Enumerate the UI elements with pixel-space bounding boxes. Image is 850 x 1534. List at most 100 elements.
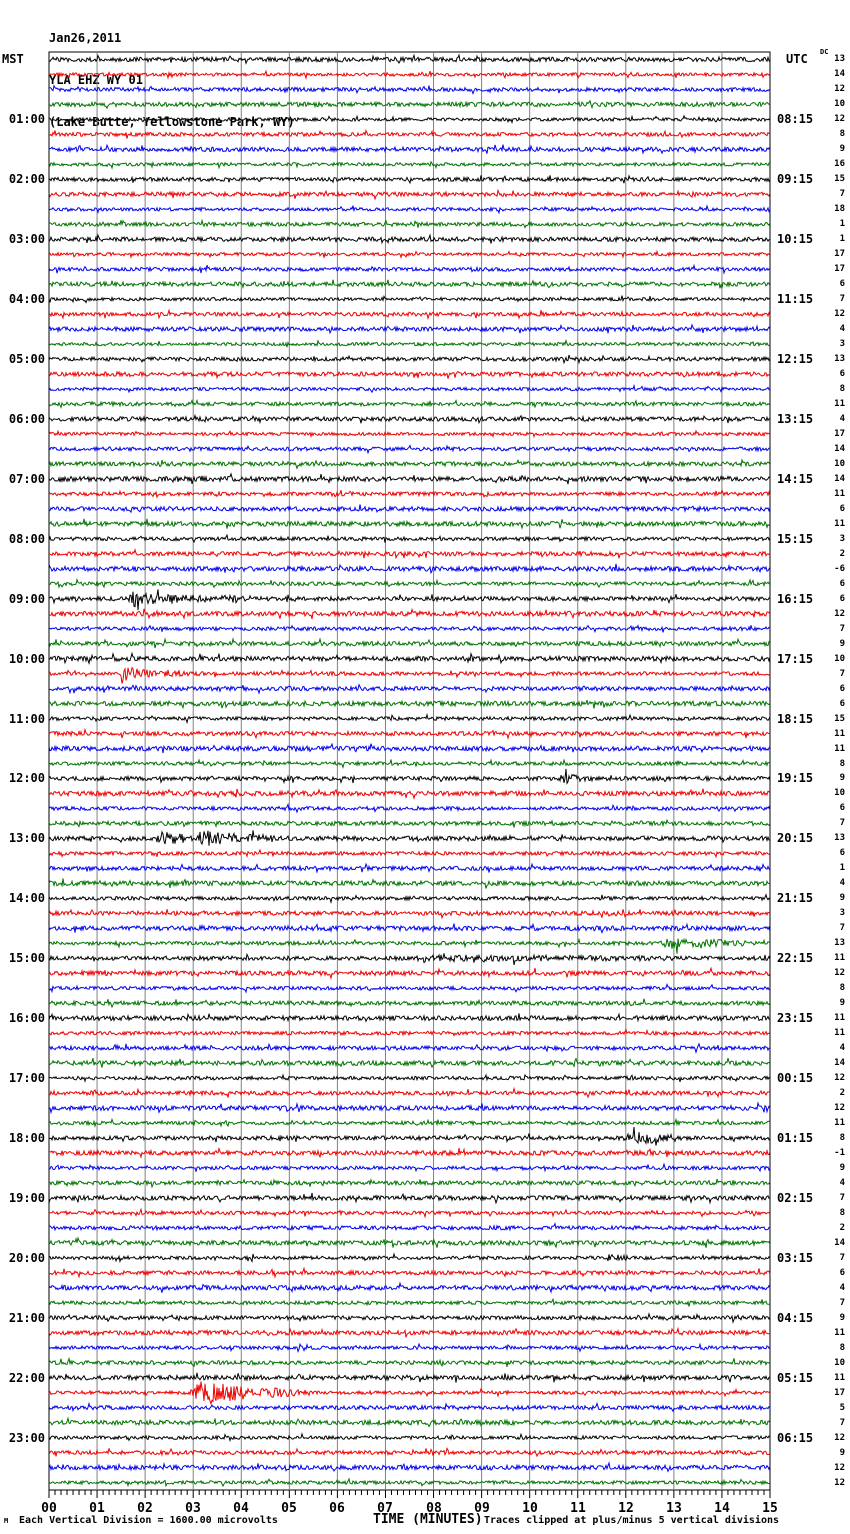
trace-dc-value: 6 (839, 684, 845, 694)
trace-dc-value: 16 (834, 159, 845, 169)
trace-dc-value: 1 (839, 863, 845, 873)
seismo-trace (48, 666, 771, 684)
trace-dc-value: 17 (834, 264, 845, 274)
seismo-trace (48, 966, 771, 980)
seismo-trace (48, 204, 771, 215)
seismo-trace (48, 1192, 771, 1205)
trace-dc-value: 3 (839, 534, 845, 544)
seismo-trace (48, 1477, 771, 1488)
seismo-trace (48, 1101, 771, 1115)
seismo-trace (48, 637, 771, 649)
seismo-trace (49, 1146, 771, 1159)
utc-hour-label: 10:15 (777, 232, 814, 246)
mst-hour-label: 05:00 (8, 352, 45, 366)
utc-hour-label: 06:15 (777, 1431, 814, 1445)
trace-dc-value: 6 (839, 504, 845, 514)
seismo-trace (48, 308, 771, 321)
seismo-trace (48, 398, 771, 409)
trace-dc-value: 6 (839, 803, 845, 813)
seismo-trace (48, 1178, 771, 1189)
trace-dc-value: 4 (839, 1178, 845, 1188)
seismo-trace (48, 1342, 771, 1353)
seismo-trace (48, 1086, 771, 1099)
trace-dc-value: 12 (834, 1478, 845, 1488)
trace-dc-value: 14 (834, 474, 845, 484)
mst-hour-label: 11:00 (8, 712, 45, 726)
utc-hour-label: 09:15 (777, 172, 814, 186)
mst-hour-label: 22:00 (8, 1371, 45, 1385)
seismo-trace (48, 99, 771, 110)
seismo-trace (48, 922, 771, 934)
clip-note: Traces clipped at plus/minus 5 vertical … (484, 1515, 780, 1526)
utc-hour-label: 03:15 (777, 1251, 814, 1265)
minute-label: 07 (377, 1501, 393, 1516)
trace-dc-value: 9 (839, 773, 845, 783)
trace-dc-value: 6 (839, 369, 845, 379)
utc-hour-label: 15:15 (777, 532, 814, 546)
seismo-trace (48, 1356, 771, 1368)
seismo-trace (48, 1401, 771, 1413)
seismo-trace (48, 533, 771, 544)
trace-dc-value: 9 (839, 893, 845, 903)
trace-dc-value: 7 (839, 669, 845, 679)
trace-dc-value: 11 (834, 519, 845, 529)
trace-dc-value: 7 (839, 1253, 845, 1263)
trace-dc-value: 12 (834, 609, 845, 619)
seismo-trace (48, 727, 770, 740)
trace-dc-value: 12 (834, 84, 845, 94)
seismo-trace (48, 1126, 771, 1146)
seismo-trace (48, 1326, 771, 1338)
utc-hour-label: 22:15 (777, 951, 814, 965)
trace-dc-value: 10 (834, 99, 845, 109)
trace-dc-value: 17 (834, 1388, 845, 1398)
seismo-trace (48, 1281, 771, 1294)
seismo-trace (48, 370, 771, 380)
seismo-trace (48, 472, 771, 485)
trace-dc-value: 14 (834, 69, 845, 79)
trace-dc-value: 8 (839, 983, 845, 993)
trace-dc-value: 11 (834, 1013, 845, 1023)
trace-dc-value: 13 (834, 938, 845, 948)
seismo-trace (48, 878, 771, 889)
utc-hour-label: 12:15 (777, 352, 814, 366)
seismo-trace (48, 143, 771, 155)
mst-hour-label: 03:00 (8, 232, 45, 246)
seismo-trace (48, 1222, 771, 1232)
trace-dc-value: 18 (834, 204, 845, 214)
trace-dc-value: 9 (839, 144, 845, 154)
utc-hour-label: 11:15 (777, 292, 814, 306)
seismo-trace (48, 998, 771, 1009)
left-timezone-label: MST (2, 52, 24, 66)
utc-hour-label: 18:15 (777, 712, 814, 726)
seismo-trace (48, 444, 771, 455)
seismo-trace (48, 1207, 771, 1219)
seismo-trace (48, 323, 771, 335)
seismo-trace (49, 607, 771, 620)
trace-dc-value: 11 (834, 729, 845, 739)
seismo-trace (48, 712, 771, 725)
trace-dc-value: 8 (839, 1208, 845, 1218)
mst-hour-label: 02:00 (8, 172, 45, 186)
seismo-trace (48, 862, 771, 874)
seismo-trace (48, 937, 771, 954)
seismo-trace (48, 651, 771, 666)
seismo-trace (48, 1447, 771, 1458)
seismo-trace (48, 295, 771, 304)
trace-dc-value: 7 (839, 189, 845, 199)
seismo-trace (48, 114, 771, 125)
seismo-trace (48, 1252, 771, 1264)
trace-dc-value: 8 (839, 759, 845, 769)
minute-label: 03 (185, 1501, 201, 1516)
minute-label: 12 (618, 1501, 634, 1516)
seismo-trace (48, 188, 771, 201)
utc-hour-label: 02:15 (777, 1191, 814, 1205)
trace-dc-value: 2 (839, 549, 845, 559)
seismo-trace (48, 788, 771, 800)
trace-dc-value: 7 (839, 1418, 845, 1428)
trace-dc-value: 3 (839, 908, 845, 918)
utc-hour-label: 08:15 (777, 112, 814, 126)
trace-dc-value: 11 (834, 1028, 845, 1038)
seismo-trace (48, 413, 771, 425)
trace-dc-value: 11 (834, 1328, 845, 1338)
